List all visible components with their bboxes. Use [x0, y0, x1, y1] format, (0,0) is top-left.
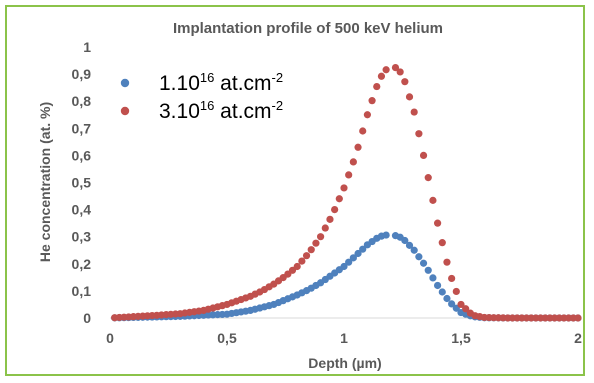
- data-point: [354, 143, 362, 151]
- y-tick-label: 0,5: [72, 175, 92, 191]
- x-axis-label: Depth (µm): [308, 355, 381, 371]
- data-point: [429, 196, 437, 204]
- x-tick-label: 0,5: [217, 330, 237, 346]
- x-tick-label: 2: [574, 330, 582, 346]
- data-point: [424, 174, 432, 182]
- data-point: [438, 288, 446, 296]
- data-point: [419, 259, 428, 267]
- data-point: [363, 111, 371, 119]
- data-point: [359, 245, 367, 253]
- legend-entry: 1.1016 at.cm-2: [159, 70, 283, 95]
- data-point: [312, 239, 320, 247]
- data-point: [405, 241, 414, 249]
- data-point: [434, 219, 442, 227]
- y-tick-label: 1: [83, 39, 91, 55]
- data-point: [382, 231, 390, 239]
- data-point: [401, 236, 409, 245]
- data-point: [410, 108, 418, 116]
- y-tick-label: 0,6: [72, 147, 92, 163]
- data-point: [391, 63, 400, 72]
- data-point: [410, 246, 418, 254]
- data-point: [326, 215, 334, 223]
- data-point: [340, 262, 348, 271]
- data-point: [293, 262, 301, 271]
- x-tick-label: 0: [106, 330, 114, 346]
- data-point: [298, 257, 306, 265]
- data-point: [382, 66, 390, 74]
- series-1: [111, 231, 582, 322]
- y-axis-label: He concentration (at. %): [37, 102, 53, 262]
- y-tick-label: 0,3: [72, 229, 92, 245]
- y-tick-label: 0,4: [72, 202, 92, 218]
- legend: 1.1016 at.cm-2 3.1016 at.cm-2: [120, 70, 283, 123]
- y-tick-label: 0,2: [72, 256, 92, 272]
- y-tick-label: 0: [83, 310, 91, 326]
- data-point: [424, 266, 432, 274]
- data-point: [368, 97, 376, 105]
- data-point: [331, 206, 339, 214]
- data-point: [443, 258, 451, 266]
- data-point: [448, 274, 456, 283]
- legend-marker: [120, 78, 130, 88]
- data-point: [317, 233, 325, 241]
- y-tick-label: 0,1: [72, 283, 92, 299]
- data-point: [429, 274, 437, 282]
- data-point: [462, 305, 470, 313]
- data-point: [415, 130, 423, 138]
- data-point: [443, 294, 451, 303]
- y-tick-label: 0,9: [72, 66, 92, 82]
- legend-entry: 3.1016 at.cm-2: [159, 98, 283, 123]
- data-point: [345, 258, 353, 266]
- data-point: [340, 184, 348, 192]
- chart-title: Implantation profile of 500 keV helium: [173, 20, 443, 37]
- data-point: [396, 68, 404, 76]
- data-point: [377, 72, 386, 80]
- data-point: [401, 78, 409, 86]
- data-point: [405, 93, 414, 101]
- data-point: [354, 249, 362, 258]
- data-point: [321, 224, 329, 232]
- data-point: [307, 246, 315, 254]
- legend-marker: [120, 106, 130, 116]
- data-point: [349, 158, 357, 166]
- x-tick-label: 1: [340, 330, 348, 346]
- data-point: [302, 252, 311, 260]
- series-2: [111, 63, 582, 322]
- data-point: [359, 127, 367, 135]
- data-point: [345, 171, 353, 179]
- data-point: [438, 239, 446, 247]
- data-point: [457, 300, 465, 309]
- y-tick-label: 0,7: [72, 120, 92, 136]
- data-point: [452, 287, 460, 296]
- plot-area: 0 0,5 1 1,5 2 0 0,1 0,2 0,3 0,4 0,5 0,6 0,7 0,8 0,9 1: [72, 39, 583, 346]
- data-point: [373, 82, 381, 91]
- data-point: [349, 254, 357, 262]
- data-point: [335, 195, 343, 203]
- x-tick-label: 1,5: [451, 330, 471, 346]
- data-point: [448, 300, 456, 308]
- y-tick-label: 0,8: [72, 93, 92, 109]
- data-point: [574, 314, 582, 322]
- data-point: [434, 281, 442, 290]
- data-point: [419, 151, 428, 159]
- data-point: [415, 253, 423, 261]
